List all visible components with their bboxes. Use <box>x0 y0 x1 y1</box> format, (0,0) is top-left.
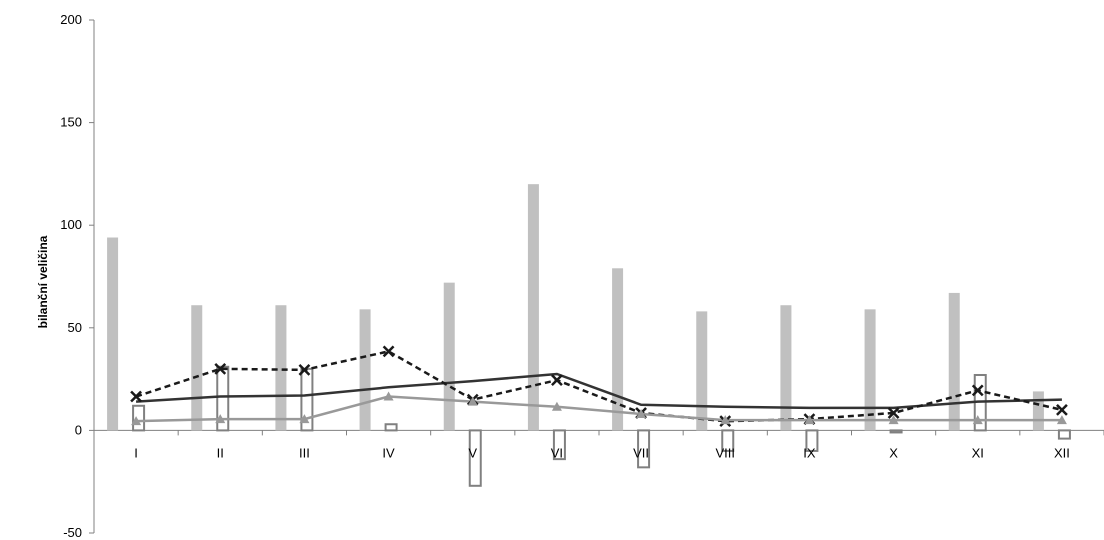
bar-outline <box>1057 429 1071 440</box>
x-tick-label: IV <box>382 445 395 460</box>
x-marker <box>1056 403 1068 416</box>
x-tick-label: V <box>468 445 477 460</box>
bar-filled <box>107 237 119 431</box>
y-tick-label: -50 <box>63 525 82 540</box>
x-marker <box>130 390 142 403</box>
triangle-marker <box>972 415 983 425</box>
x-marker-stroke <box>214 362 227 375</box>
bar-filled <box>696 311 708 431</box>
y-tick-label: 150 <box>60 115 82 130</box>
series-line <box>136 372 1062 410</box>
x-marker <box>298 363 311 376</box>
lines <box>135 350 1063 423</box>
x-tick-label: II <box>217 445 224 460</box>
x-marker <box>551 374 563 387</box>
triangle-marker <box>888 415 899 425</box>
x-marker <box>214 362 227 375</box>
y-tick-label: 200 <box>60 12 82 27</box>
bar-outline <box>805 429 819 452</box>
triangle-marker <box>636 408 647 418</box>
series-line <box>136 395 1062 423</box>
bar-outline <box>637 429 651 469</box>
x-tick-label: VII <box>633 445 649 460</box>
bar-filled <box>359 309 371 431</box>
x-tick-label: X <box>889 445 898 460</box>
y-axis: -50 0 50 100 150 200 <box>60 12 95 540</box>
bar-filled <box>275 305 287 431</box>
series-line <box>135 350 1063 423</box>
triangle-marker <box>804 415 815 425</box>
x-marker-stroke <box>887 407 900 419</box>
triangle-marker <box>551 401 562 411</box>
bar-filled <box>527 184 539 431</box>
x-tick-label: XII <box>1054 445 1070 460</box>
markers <box>130 345 1068 428</box>
triangle-marker <box>720 415 731 425</box>
bar-outline <box>132 404 146 432</box>
bar-filled <box>780 305 792 431</box>
x-tick-label: VI <box>551 445 563 460</box>
x-tick-label: XI <box>972 445 984 460</box>
x-tick-label: VIII <box>715 445 735 460</box>
bar-filled <box>864 309 876 431</box>
y-tick-label: 0 <box>75 422 82 437</box>
bar-outline <box>721 429 735 452</box>
bar-filled <box>191 305 203 431</box>
x-marker-stroke <box>298 363 311 376</box>
x-tick-label: IX <box>803 445 816 460</box>
triangle-marker <box>299 414 310 424</box>
y-tick-label: 50 <box>68 320 82 335</box>
bars <box>107 184 1071 487</box>
x-tick-label: I <box>134 445 138 460</box>
triangle-marker <box>215 414 226 424</box>
triangle-marker <box>1056 415 1067 425</box>
x-axis <box>93 429 1104 436</box>
x-marker <box>382 345 395 358</box>
y-tick-label: 100 <box>60 217 82 232</box>
triangle-marker <box>383 391 394 401</box>
bar-outline <box>552 429 566 461</box>
x-tick-label: III <box>299 445 310 460</box>
x-marker-stroke <box>971 384 984 397</box>
x-marker-stroke <box>551 374 563 387</box>
bar-outline <box>889 429 903 434</box>
bar-outline <box>468 429 482 487</box>
bar-filled <box>443 282 455 431</box>
y-axis-title: bilanční veličina <box>36 235 50 328</box>
bar-filled <box>948 292 960 431</box>
x-marker <box>887 407 900 419</box>
x-tick-labels: I II III IV V VI VII VIII IX X XI XII <box>134 445 1070 460</box>
bar-filled <box>1032 391 1044 431</box>
x-marker <box>971 384 984 397</box>
bar-filled <box>612 268 624 431</box>
bar-outline <box>384 423 398 432</box>
x-marker-stroke <box>1056 403 1068 416</box>
triangle-marker <box>467 396 478 406</box>
triangle-marker <box>131 416 142 426</box>
x-marker-stroke <box>130 390 142 403</box>
x-marker-stroke <box>382 345 395 358</box>
